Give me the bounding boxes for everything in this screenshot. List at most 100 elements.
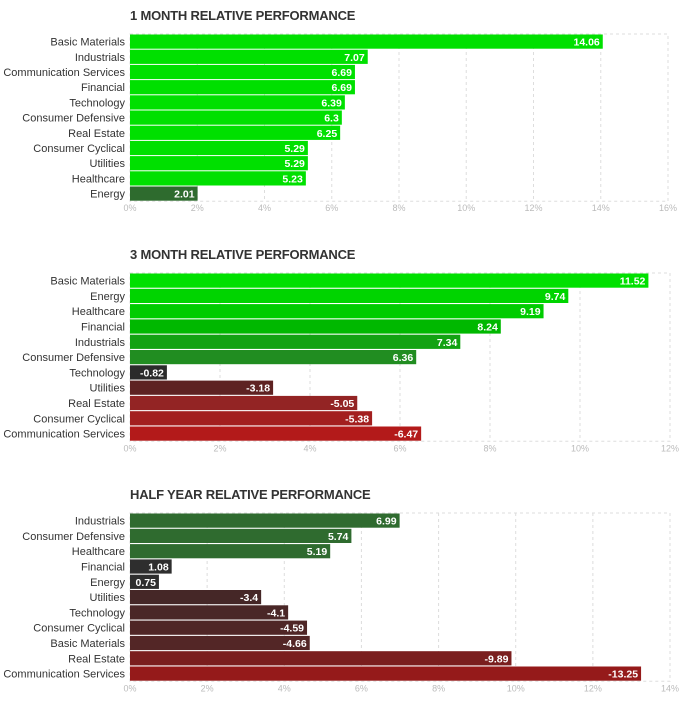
bar [130,49,368,64]
bar [130,651,512,666]
chart-title: HALF YEAR RELATIVE PERFORMANCE [130,487,371,502]
bar [130,528,352,543]
bar [130,304,544,319]
chart-1-month-plot: 0% 2% 4% 6% 8% 10% 12% 14% 16% Basic Materials 14.… [3,33,677,213]
value-label: 2.01 [174,189,195,201]
value-label: 6.99 [376,516,397,528]
chart-half-year: HALF YEAR RELATIVE PERFORMANCE 0% 2% 4% 6% 8… [0,487,688,701]
bar [130,125,341,140]
category-label: Financial [81,322,125,334]
category-label: Basic Materials [50,638,125,650]
category-label: Real Estate [68,398,125,410]
bar [130,590,262,605]
category-label: Technology [69,607,125,619]
bar [130,186,198,201]
value-label: 14.06 [573,37,599,49]
chart-3-month-plot: 0% 2% 4% 6% 8% 10% 12% Basic Materials 11.52 Ener… [3,272,679,453]
value-label: 9.19 [520,306,541,318]
bar [130,350,417,365]
value-label: 7.07 [344,52,365,64]
category-label: Financial [81,562,125,574]
value-label: 7.34 [437,337,458,349]
bar [130,544,331,559]
category-label: Communication Services [3,669,125,681]
x-tick-label: 2% [191,203,204,213]
bar [130,273,649,288]
bar [130,605,289,620]
category-label: Basic Materials [50,37,125,49]
category-label: Real Estate [68,128,125,140]
category-label: Consumer Defensive [22,531,125,543]
category-label: Financial [81,82,125,94]
value-label: -5.05 [330,398,354,410]
value-label: 11.52 [620,276,646,288]
value-label: 1.08 [148,562,169,574]
bar [130,334,461,349]
value-label: 6.69 [332,82,353,94]
bar [130,288,569,303]
chart-1-month: 1 MONTH RELATIVE PERFORMANCE 0% 2% 4% 6% 8% 1… [0,8,688,230]
x-tick-label: 16% [659,203,677,213]
bar [130,620,308,635]
category-label: Industrials [75,52,126,64]
category-label: Energy [90,189,125,201]
value-label: 5.29 [284,158,305,170]
x-tick-label: 10% [507,683,525,693]
bar [130,80,355,95]
bar [130,156,308,171]
bar [130,635,310,651]
category-label: Basic Materials [50,276,125,288]
value-label: 6.69 [332,67,353,79]
x-tick-label: 2% [201,683,214,693]
x-tick-label: 4% [278,683,291,693]
value-label: -3.4 [240,592,258,604]
x-tick-label: 10% [571,443,589,453]
chart-half-year-plot: 0% 2% 4% 6% 8% 10% 12% 14% Industrials 6.99 Consum… [3,512,679,693]
bar [130,411,373,426]
category-label: Real Estate [68,653,125,665]
value-label: -6.47 [394,429,418,441]
value-label: 5.29 [284,143,305,155]
value-label: 8.24 [477,322,498,334]
x-tick-label: 8% [483,443,496,453]
value-label: -0.82 [140,367,164,379]
category-label: Communication Services [3,67,125,79]
category-label: Technology [69,367,125,379]
category-label: Technology [69,97,125,109]
x-tick-label: 4% [258,203,271,213]
chart-title: 1 MONTH RELATIVE PERFORMANCE [130,8,356,23]
value-label: 6.36 [393,352,414,364]
bar [130,395,358,411]
category-label: Industrials [75,337,126,349]
x-tick-label: 12% [524,203,542,213]
value-label: -4.59 [280,623,304,635]
category-label: Consumer Defensive [22,113,125,125]
x-tick-label: 10% [457,203,475,213]
category-label: Consumer Cyclical [33,413,125,425]
bar [130,319,501,334]
bar [130,365,167,380]
value-label: -9.89 [485,653,509,665]
x-tick-label: 14% [661,683,679,693]
x-tick-label: 6% [355,683,368,693]
value-label: -3.18 [246,383,270,395]
bar [130,110,342,125]
chart-3-month: 3 MONTH RELATIVE PERFORMANCE 0% 2% 4% 6% 8% 1… [0,247,688,469]
chart-title: 3 MONTH RELATIVE PERFORMANCE [130,247,356,262]
bar [130,140,308,156]
value-label: 5.19 [307,546,328,558]
bar [130,513,400,528]
x-tick-label: 6% [325,203,338,213]
value-label: 5.74 [328,531,349,543]
category-label: Industrials [75,516,126,528]
value-label: 6.25 [317,128,338,140]
value-label: -5.38 [345,413,369,425]
category-label: Healthcare [72,173,125,185]
bar [130,666,642,681]
value-label: -4.1 [267,607,285,619]
category-label: Communication Services [3,429,125,441]
value-label: 5.23 [282,173,303,185]
x-tick-label: 0% [123,203,136,213]
bar [130,64,355,80]
bar [130,559,172,574]
